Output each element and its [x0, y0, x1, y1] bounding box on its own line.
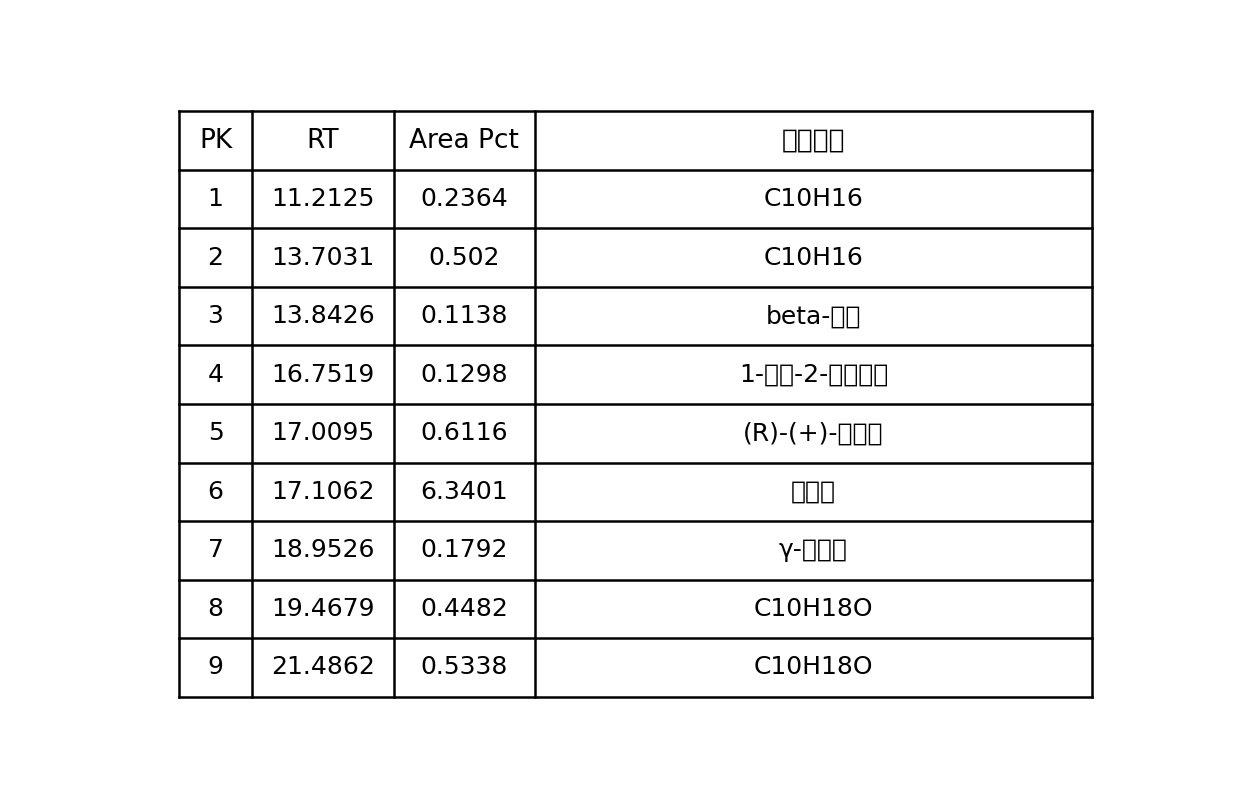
Text: 8: 8: [207, 597, 223, 621]
Text: 19.4679: 19.4679: [272, 597, 374, 621]
Text: 17.0095: 17.0095: [272, 422, 374, 446]
Text: RT: RT: [306, 128, 339, 154]
Text: 0.1792: 0.1792: [420, 538, 508, 562]
Text: 0.1298: 0.1298: [420, 362, 508, 386]
Text: C10H18O: C10H18O: [754, 597, 873, 621]
Text: 2: 2: [207, 246, 223, 270]
Text: (R)-(+)-柠檬烯: (R)-(+)-柠檬烯: [743, 422, 884, 446]
Text: 21.4862: 21.4862: [270, 655, 374, 679]
Text: 桉树脑: 桉树脑: [791, 480, 836, 504]
Text: 0.1138: 0.1138: [420, 304, 508, 328]
Text: 11.2125: 11.2125: [272, 187, 374, 211]
Text: 0.2364: 0.2364: [420, 187, 508, 211]
Text: 5: 5: [207, 422, 223, 446]
Text: γ-萨品烯: γ-萨品烯: [779, 538, 848, 562]
Text: 1-甲基-2-异丙基苯: 1-甲基-2-异丙基苯: [739, 362, 888, 386]
Text: 13.8426: 13.8426: [270, 304, 374, 328]
Text: 6.3401: 6.3401: [420, 480, 508, 504]
Text: 1: 1: [207, 187, 223, 211]
Text: beta-蕾烯: beta-蕾烯: [766, 304, 862, 328]
Text: 0.5338: 0.5338: [420, 655, 508, 679]
Text: 0.6116: 0.6116: [420, 422, 508, 446]
Text: 16.7519: 16.7519: [272, 362, 374, 386]
Text: C10H16: C10H16: [764, 187, 863, 211]
Text: 0.4482: 0.4482: [420, 597, 508, 621]
Text: 18.9526: 18.9526: [272, 538, 374, 562]
Text: 13.7031: 13.7031: [272, 246, 374, 270]
Text: C10H18O: C10H18O: [754, 655, 873, 679]
Text: 17.1062: 17.1062: [272, 480, 374, 504]
Text: PK: PK: [198, 128, 232, 154]
Text: 9: 9: [207, 655, 223, 679]
Text: C10H16: C10H16: [764, 246, 863, 270]
Text: 中文名称: 中文名称: [781, 128, 846, 154]
Text: 7: 7: [207, 538, 223, 562]
Text: 3: 3: [207, 304, 223, 328]
Text: Area Pct: Area Pct: [409, 128, 520, 154]
Text: 6: 6: [207, 480, 223, 504]
Text: 4: 4: [207, 362, 223, 386]
Text: 0.502: 0.502: [429, 246, 500, 270]
